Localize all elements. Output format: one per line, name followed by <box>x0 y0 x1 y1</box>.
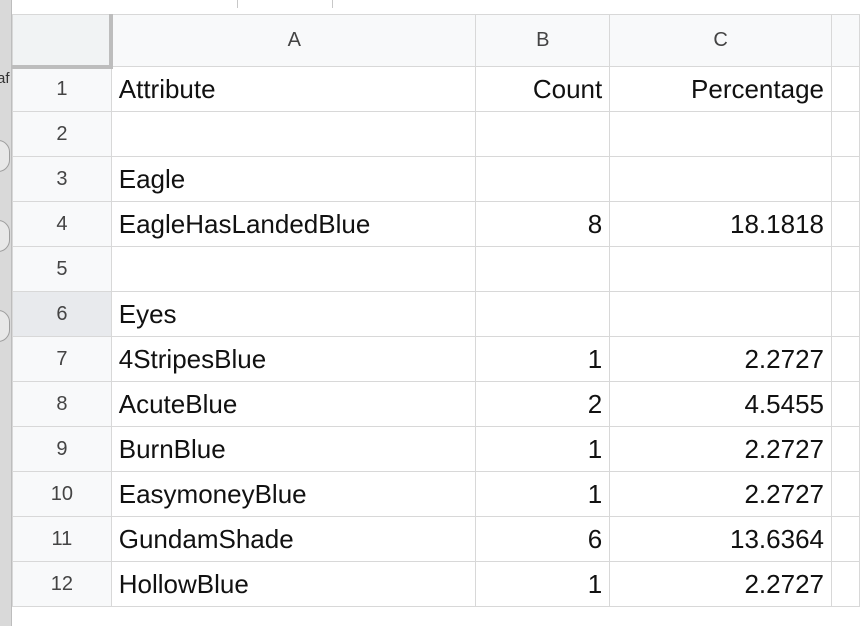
column-header-d[interactable] <box>831 14 860 67</box>
row-header[interactable]: 2 <box>12 111 112 157</box>
cell-d[interactable] <box>831 66 860 112</box>
window-control <box>0 310 10 342</box>
row-header[interactable]: 12 <box>12 561 112 607</box>
cell-a[interactable]: Eyes <box>110 291 477 337</box>
table-row: 1 Attribute Count Percentage <box>12 66 860 112</box>
cell-a[interactable]: EagleHasLandedBlue <box>110 201 477 247</box>
cell-d[interactable] <box>831 201 860 247</box>
cell-c[interactable]: 2.2727 <box>609 471 832 517</box>
cell-d[interactable] <box>831 381 860 427</box>
cell-c[interactable] <box>609 246 832 292</box>
row-header[interactable]: 11 <box>12 516 112 562</box>
cell-b[interactable]: 8 <box>475 201 611 247</box>
table-row: 7 4StripesBlue 1 2.2727 <box>12 336 860 382</box>
cell-d[interactable] <box>831 291 860 337</box>
adjacent-window-edge: af <box>0 0 12 626</box>
cell-b[interactable]: 1 <box>475 471 611 517</box>
cell-a[interactable]: HollowBlue <box>110 561 477 607</box>
cell-a[interactable] <box>110 246 477 292</box>
cell-b[interactable]: 6 <box>475 516 611 562</box>
cell-d[interactable] <box>831 426 860 472</box>
window-control <box>0 220 10 252</box>
row-header[interactable]: 9 <box>12 426 112 472</box>
cell-b[interactable]: 2 <box>475 381 611 427</box>
cell-c[interactable]: 18.1818 <box>609 201 832 247</box>
cell-d[interactable] <box>831 471 860 517</box>
table-row: 2 <box>12 111 860 157</box>
cell-d[interactable] <box>831 561 860 607</box>
cell-a[interactable]: GundamShade <box>110 516 477 562</box>
column-header-b[interactable]: B <box>475 14 611 67</box>
cell-d[interactable] <box>831 111 860 157</box>
cell-d[interactable] <box>831 516 860 562</box>
cell-c[interactable]: 2.2727 <box>609 561 832 607</box>
row-header[interactable]: 6 <box>12 291 112 337</box>
cell-b[interactable] <box>475 111 611 157</box>
cell-b[interactable]: 1 <box>475 336 611 382</box>
table-row: 4 EagleHasLandedBlue 8 18.1818 <box>12 201 860 247</box>
cell-c[interactable]: 13.6364 <box>609 516 832 562</box>
row-header[interactable]: 8 <box>12 381 112 427</box>
cell-b[interactable]: 1 <box>475 426 611 472</box>
cell-c[interactable] <box>609 291 832 337</box>
row-header[interactable]: 7 <box>12 336 112 382</box>
table-row: 11 GundamShade 6 13.6364 <box>12 516 860 562</box>
cell-d[interactable] <box>831 336 860 382</box>
cell-b[interactable]: Count <box>475 66 611 112</box>
column-header-c[interactable]: C <box>609 14 832 67</box>
cell-b[interactable]: 1 <box>475 561 611 607</box>
cell-b[interactable] <box>475 156 611 202</box>
column-header-a[interactable]: A <box>110 14 477 67</box>
table-row: 5 <box>12 246 860 292</box>
select-all-corner[interactable] <box>12 14 114 69</box>
cell-c[interactable] <box>609 111 832 157</box>
cell-c[interactable]: 2.2727 <box>609 426 832 472</box>
cell-b[interactable] <box>475 291 611 337</box>
table-row: 9 BurnBlue 1 2.2727 <box>12 426 860 472</box>
cell-c[interactable]: Percentage <box>609 66 832 112</box>
formula-bar-edge <box>12 0 860 15</box>
cell-a[interactable]: 4StripesBlue <box>110 336 477 382</box>
row-header[interactable]: 10 <box>12 471 112 517</box>
cell-b[interactable] <box>475 246 611 292</box>
table-row: 12 HollowBlue 1 2.2727 <box>12 561 860 607</box>
cell-d[interactable] <box>831 246 860 292</box>
cell-c[interactable]: 2.2727 <box>609 336 832 382</box>
cell-a[interactable]: EasymoneyBlue <box>110 471 477 517</box>
row-header[interactable]: 4 <box>12 201 112 247</box>
cell-c[interactable]: 4.5455 <box>609 381 832 427</box>
window-control <box>0 140 10 172</box>
cell-a[interactable]: Eagle <box>110 156 477 202</box>
cell-a[interactable]: BurnBlue <box>110 426 477 472</box>
row-header[interactable]: 3 <box>12 156 112 202</box>
row-header[interactable]: 5 <box>12 246 112 292</box>
table-row: 6 Eyes <box>12 291 860 337</box>
cell-d[interactable] <box>831 156 860 202</box>
cell-a[interactable] <box>110 111 477 157</box>
table-row: 10 EasymoneyBlue 1 2.2727 <box>12 471 860 517</box>
cell-c[interactable] <box>609 156 832 202</box>
table-row: 8 AcuteBlue 2 4.5455 <box>12 381 860 427</box>
spreadsheet-grid: A B C 1 Attribute Count Percentage 2 3 Eagle 4 E… <box>12 14 860 607</box>
window-text-fragment: af <box>0 70 10 87</box>
cell-a[interactable]: Attribute <box>110 66 477 112</box>
row-header[interactable]: 1 <box>12 66 112 112</box>
cell-a[interactable]: AcuteBlue <box>110 381 477 427</box>
table-row: 3 Eagle <box>12 156 860 202</box>
